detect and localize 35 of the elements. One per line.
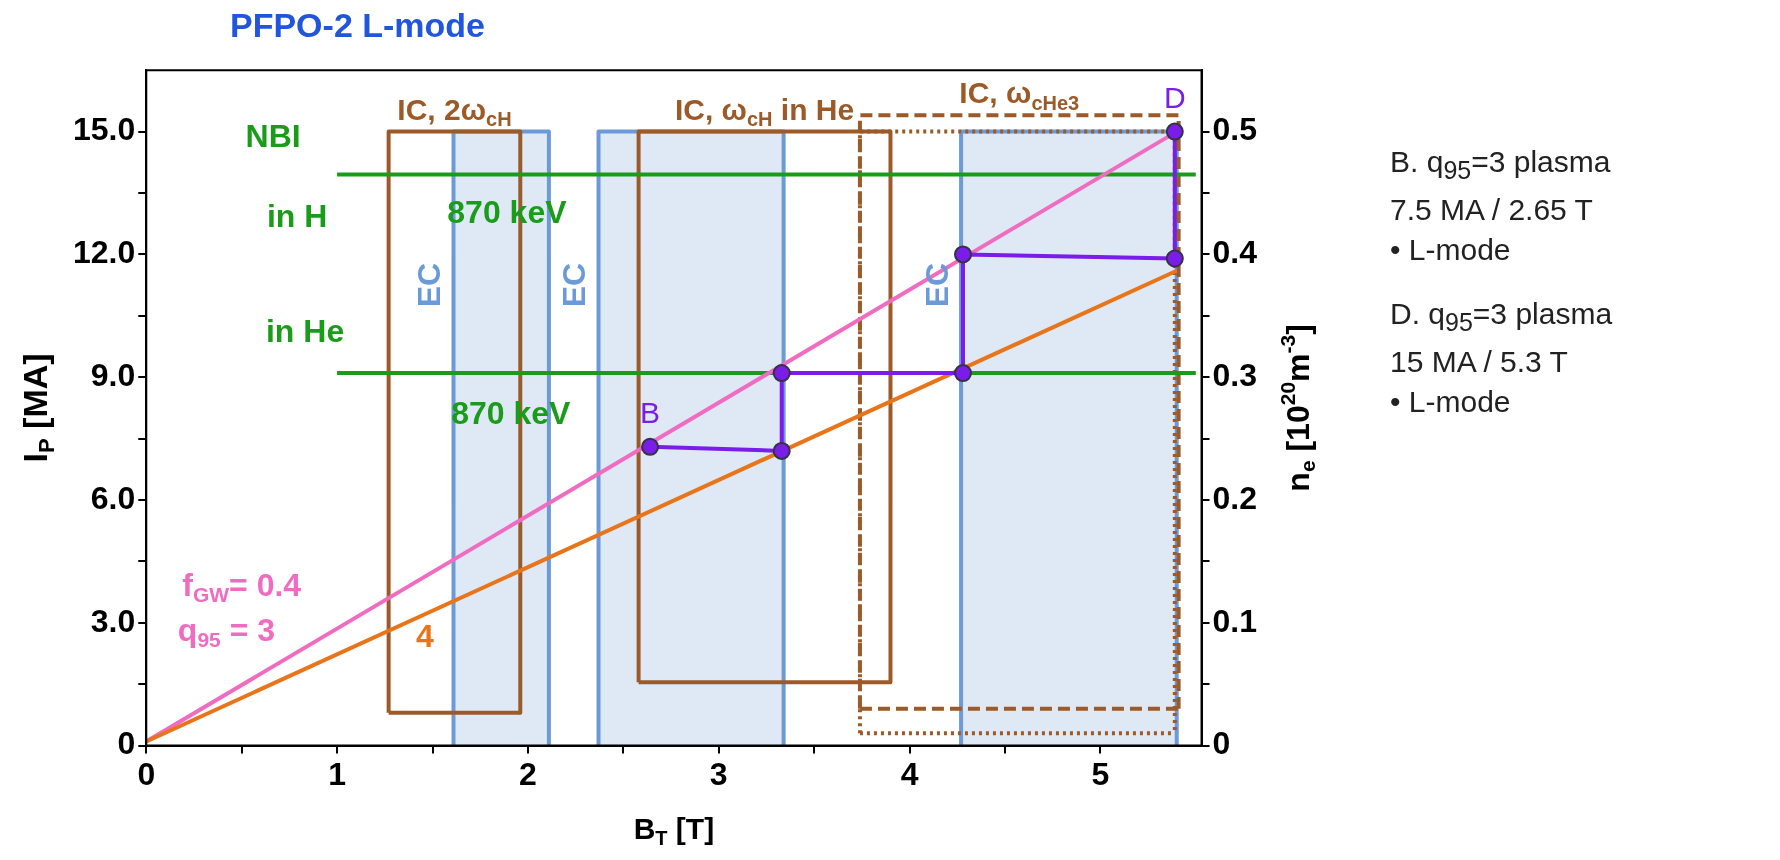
x-tick-label: 1 — [328, 755, 346, 792]
y2-tick-label: 0.4 — [1212, 234, 1258, 271]
x-tick-label: 3 — [709, 755, 728, 792]
text: • L-mode — [1390, 384, 1512, 420]
text: • L-mode — [1390, 232, 1512, 268]
text: EC — [918, 262, 955, 308]
annotation: NBI — [245, 118, 301, 155]
annotation: in H — [266, 198, 328, 235]
y2-tick-label: 0.3 — [1212, 357, 1257, 394]
text: B. q$_{95}$=3 plasma — [1390, 144, 1612, 186]
y-tick-label: 9.0 — [90, 357, 136, 394]
text: 15 MA / 5.3 T — [1390, 344, 1569, 380]
x-tick-label: 5 — [1091, 755, 1110, 792]
text: EC — [411, 262, 448, 308]
text: D. q$_{95}$=3 plasma — [1390, 296, 1613, 338]
y-tick-label: 6.0 — [90, 479, 136, 516]
x-tick-label: 4 — [900, 755, 919, 792]
y2-tick-label: 0 — [1212, 725, 1231, 762]
chart-title: PFPO-2 L-mode — [230, 6, 486, 45]
y2-tick-label: 0.2 — [1212, 479, 1257, 516]
annotation: 4 — [415, 618, 434, 655]
y2-tick-label: 0.1 — [1212, 602, 1257, 639]
y2-tick-label: 0.5 — [1212, 111, 1257, 148]
y-tick-label: 12.0 — [73, 234, 136, 271]
y-tick-label: 0 — [117, 725, 136, 762]
text: EC — [556, 262, 593, 308]
data-label: D — [1163, 80, 1186, 114]
y-tick-label: 3.0 — [90, 602, 136, 639]
y-axis-title: IP [MA] — [16, 353, 60, 463]
text: 7.5 MA / 2.65 T — [1390, 192, 1594, 228]
y-tick-label: 15.0 — [73, 111, 136, 148]
data-label: B — [640, 396, 661, 430]
y2-axis-title: ne [1020m-3] — [1275, 324, 1320, 492]
annotation: in He — [265, 312, 345, 349]
x-tick-label: 2 — [519, 755, 537, 792]
